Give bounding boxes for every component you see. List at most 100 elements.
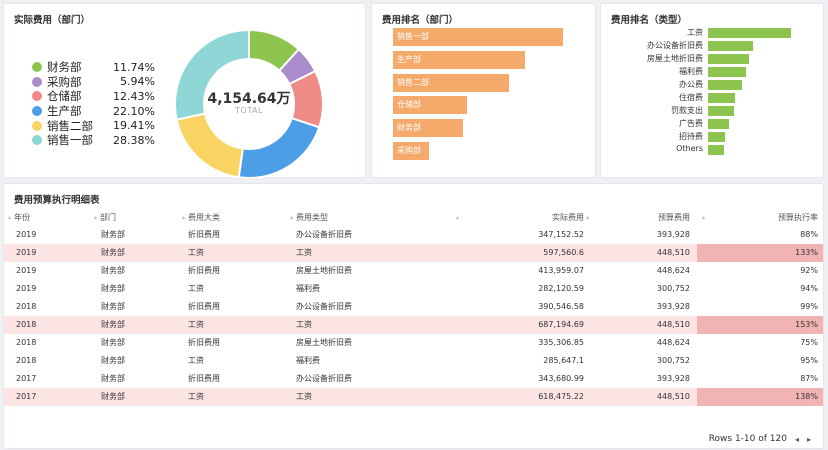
type-bar-label: Others xyxy=(676,143,703,153)
legend-percent: 19.41% xyxy=(113,119,155,133)
donut-slice-6[interactable] xyxy=(174,28,250,121)
cell-dept: 财务部 xyxy=(101,374,125,383)
sort-icon[interactable]: ▴ xyxy=(456,214,460,221)
rate-highlight xyxy=(697,244,823,262)
sort-icon[interactable]: ▴ xyxy=(94,214,98,221)
cell-dept: 财务部 xyxy=(101,392,125,401)
legend-percent: 28.38% xyxy=(113,133,155,147)
cell-actual: 282,120.59 xyxy=(538,284,584,293)
budget-detail-title: 费用预算执行明细表 xyxy=(14,195,100,206)
legend-item[interactable]: 仓储部 12.43% xyxy=(32,89,155,104)
table-header: ▴ 年份 ▴ 部门 ▴ 费用大类 ▴ 费用类型 ▴ 实际费用 ▴ 预算费用 ▴ … xyxy=(4,210,823,226)
cell-rate: 138% xyxy=(795,392,818,401)
sort-icon[interactable]: ▴ xyxy=(8,214,12,221)
donut-slice-4[interactable] xyxy=(237,116,321,178)
cell-dept: 财务部 xyxy=(101,266,125,275)
type-bar[interactable] xyxy=(708,66,747,77)
dept-bar[interactable]: 销售二部 xyxy=(393,73,510,92)
dept-rank-title: 费用排名（部门） xyxy=(382,15,459,26)
table-row[interactable]: 2017 财务部 工资 工资 618,475.22 448,510 138% xyxy=(4,388,823,406)
dept-bar[interactable]: 财务部 xyxy=(393,119,464,138)
type-bar-label: 招待费 xyxy=(679,131,703,141)
rows-count: Rows 1-10 of 120 xyxy=(708,434,787,444)
type-bar[interactable] xyxy=(708,53,749,64)
cell-type: 办公设备折旧费 xyxy=(296,302,352,311)
table-row[interactable]: 2019 财务部 折旧费用 办公设备折旧费 347,152.52 393,928 88% xyxy=(4,226,823,244)
table-row[interactable]: 2019 财务部 折旧费用 房屋土地折旧费 413,959.07 448,624 92% xyxy=(4,262,823,280)
cell-year: 2018 xyxy=(16,356,37,365)
col-year[interactable]: 年份 xyxy=(14,213,30,222)
type-bar-label: 房屋土地折旧费 xyxy=(647,53,703,63)
cell-budget: 448,624 xyxy=(656,338,690,347)
cell-dept: 财务部 xyxy=(101,338,125,347)
col-actual[interactable]: 实际费用 xyxy=(552,213,584,222)
dept-bar-label: 生产部 xyxy=(397,54,421,64)
table-row[interactable]: 2018 财务部 折旧费用 房屋土地折旧费 335,306.85 448,624 75% xyxy=(4,334,823,352)
cell-type: 工资 xyxy=(296,392,312,401)
type-bar-label: 办公设备折旧费 xyxy=(647,40,703,50)
legend-label: 仓储部 xyxy=(47,89,82,104)
legend-swatch xyxy=(32,76,42,87)
sort-icon[interactable]: ▴ xyxy=(290,214,294,221)
col-category[interactable]: 费用大类 xyxy=(188,213,220,222)
rate-highlight xyxy=(697,316,823,334)
type-bar[interactable] xyxy=(708,105,734,116)
legend-item[interactable]: 生产部 22.10% xyxy=(32,104,155,119)
table-row[interactable]: 2019 财务部 工资 福利费 282,120.59 300,752 94% xyxy=(4,280,823,298)
table-row[interactable]: 2019 财务部 工资 工资 597,560.6 448,510 133% xyxy=(4,244,823,262)
table-row[interactable]: 2018 财务部 工资 福利费 285,647.1 300,752 95% xyxy=(4,352,823,370)
cell-year: 2017 xyxy=(16,374,37,383)
cell-type: 房屋土地折旧费 xyxy=(296,338,352,347)
legend-item[interactable]: 销售二部 19.41% xyxy=(32,118,155,133)
donut-slice-5[interactable] xyxy=(175,112,244,178)
type-bar[interactable] xyxy=(708,118,729,129)
dept-bar-label: 销售一部 xyxy=(397,32,429,41)
dept-bar-label: 财务部 xyxy=(397,123,421,133)
col-dept[interactable]: 部门 xyxy=(100,213,116,222)
sort-icon[interactable]: ▴ xyxy=(702,214,706,221)
type-bar-label: 办公费 xyxy=(679,79,703,89)
col-rate[interactable]: 预算执行率 xyxy=(778,213,818,222)
col-budget[interactable]: 预算费用 xyxy=(658,213,690,222)
cell-actual: 618,475.22 xyxy=(538,392,584,401)
cell-dept: 财务部 xyxy=(101,320,125,329)
cell-dept: 财务部 xyxy=(101,302,125,311)
cell-budget: 393,928 xyxy=(656,374,690,383)
cell-category: 工资 xyxy=(188,392,204,401)
next-page-icon[interactable]: ▸ xyxy=(806,434,811,444)
cell-type: 工资 xyxy=(296,248,312,257)
dept-bar[interactable]: 采购部 xyxy=(393,142,429,160)
cell-category: 工资 xyxy=(188,320,204,329)
dept-bar[interactable]: 仓储部 xyxy=(393,96,468,115)
cell-category: 工资 xyxy=(188,356,204,365)
table-row[interactable]: 2018 财务部 工资 工资 687,194.69 448,510 153% xyxy=(4,316,823,334)
legend-label: 销售二部 xyxy=(47,118,93,133)
cell-type: 福利费 xyxy=(296,356,320,365)
legend-item[interactable]: 财务部 11.74% xyxy=(32,60,155,75)
type-bar[interactable] xyxy=(708,144,724,155)
table-row[interactable]: 2017 财务部 折旧费用 办公设备折旧费 343,680.99 393,928 87% xyxy=(4,370,823,388)
type-bar[interactable] xyxy=(708,28,791,38)
sort-icon[interactable]: ▴ xyxy=(182,214,186,221)
cell-rate: 133% xyxy=(795,248,818,257)
type-bar[interactable] xyxy=(708,79,743,90)
dept-bar-label: 仓储部 xyxy=(397,100,421,110)
cell-budget: 300,752 xyxy=(656,356,690,365)
legend-percent: 11.74% xyxy=(113,60,155,74)
type-bar-label: 福利费 xyxy=(679,66,703,76)
cell-year: 2018 xyxy=(16,338,37,347)
dept-bar[interactable]: 销售一部 xyxy=(393,28,563,46)
type-bar[interactable] xyxy=(708,40,753,51)
cell-rate: 92% xyxy=(800,266,818,275)
type-bar[interactable] xyxy=(708,131,726,142)
legend-item[interactable]: 采购部 5.94% xyxy=(32,75,155,90)
cell-category: 工资 xyxy=(188,248,204,257)
col-type[interactable]: 费用类型 xyxy=(296,213,328,222)
cell-rate: 94% xyxy=(800,284,818,293)
prev-page-icon[interactable]: ◂ xyxy=(794,434,799,444)
table-row[interactable]: 2018 财务部 折旧费用 办公设备折旧费 390,546.58 393,928 99% xyxy=(4,298,823,316)
legend-item[interactable]: 销售一部 28.38% xyxy=(32,133,155,148)
dept-bar[interactable]: 生产部 xyxy=(393,50,526,69)
sort-icon[interactable]: ▴ xyxy=(586,214,590,221)
type-bar[interactable] xyxy=(708,92,736,103)
